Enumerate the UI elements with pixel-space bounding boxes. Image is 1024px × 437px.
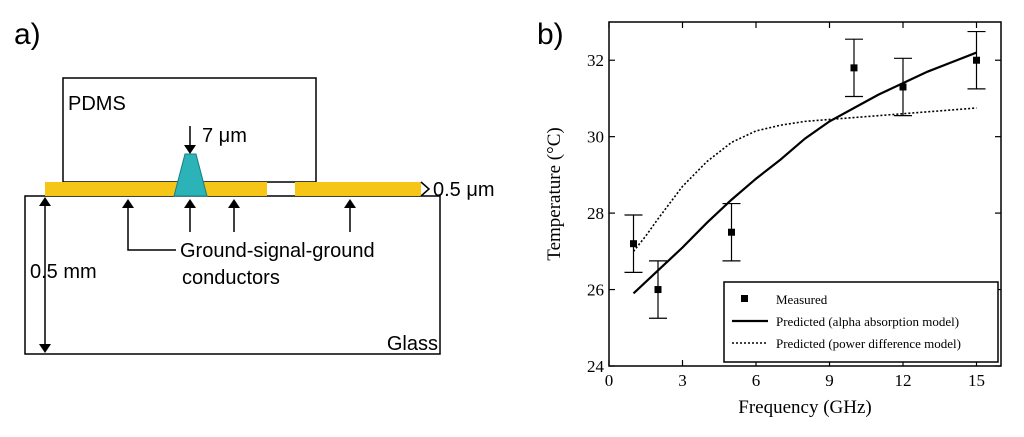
panel-a-label: a) (14, 18, 41, 51)
measured-point (654, 286, 662, 294)
pdms-label: PDMS (68, 93, 126, 115)
substrate-thickness-label: 0.5 mm (30, 261, 97, 283)
measured-point (850, 64, 858, 72)
x-tick-label: 9 (825, 371, 834, 390)
signal-thickness-label: 7 μm (202, 125, 247, 147)
x-tick-label: 0 (605, 371, 614, 390)
y-tick-label: 28 (587, 204, 604, 223)
conductors-label-line1: Ground-signal-ground (180, 240, 375, 262)
y-tick-label: 30 (587, 128, 604, 147)
measured-point (630, 240, 637, 248)
x-tick-label: 12 (895, 371, 912, 390)
plot-frame (608, 21, 1002, 367)
left-ground-callout (127, 205, 176, 251)
legend-marker-measured (741, 295, 748, 302)
signal-thickness-arrowhead (184, 145, 196, 154)
y-tick-label: 32 (587, 51, 604, 70)
right-ground-arrowhead (228, 199, 240, 208)
far-ground-arrowhead (344, 199, 356, 208)
substrate-arrowhead-bottom (39, 344, 51, 353)
x-tick-label: 15 (968, 371, 985, 390)
panel-a-schematic: a) PDMS Glass 7 μm 0.5 μm 0.5 mm (14, 18, 495, 355)
legend-entry: Measured (776, 292, 828, 307)
panel-b-label: b) (537, 18, 564, 51)
substrate-arrowhead-top (39, 197, 51, 206)
legend-entry: Predicted (alpha absorption model) (776, 314, 959, 329)
y-axis-label: Temperature (°C) (544, 127, 565, 260)
metal-thickness-label: 0.5 μm (433, 179, 495, 201)
legend-entry: Predicted (power difference model) (776, 336, 961, 351)
temperature-frequency-chart: b) 0 3 6 9 12 15 24 26 28 30 32 Frequency (GHz) Temp… (537, 18, 1002, 418)
glass-substrate (24, 195, 441, 355)
glass-label: Glass (387, 333, 438, 355)
left-ground-conductor (45, 182, 267, 196)
y-tick-label: 26 (587, 281, 604, 300)
power-difference-model-line (632, 107, 977, 252)
y-tick-label: 24 (587, 357, 605, 376)
panel-b-chart: b) 0 3 6 9 12 15 24 26 28 30 32 Frequency (GHz) Temp… (512, 0, 1024, 437)
measured-point (899, 83, 907, 91)
measured-point (728, 228, 735, 236)
metal-thickness-bracket (420, 181, 431, 197)
conductors-label-line2: conductors (182, 267, 280, 289)
signal-arrowhead (184, 199, 196, 208)
x-tick-label: 3 (678, 371, 687, 390)
right-ground-conductor (295, 182, 421, 196)
measured-point (973, 56, 980, 64)
alpha-absorption-model-line (632, 51, 977, 295)
x-axis-label: Frequency (GHz) (738, 397, 871, 418)
cross-section-diagram: a) PDMS Glass 7 μm 0.5 μm 0.5 mm (14, 18, 495, 355)
signal-conductor (173, 153, 208, 197)
left-ground-arrowhead (122, 199, 134, 208)
x-tick-label: 6 (752, 371, 761, 390)
legend-box (723, 281, 999, 363)
